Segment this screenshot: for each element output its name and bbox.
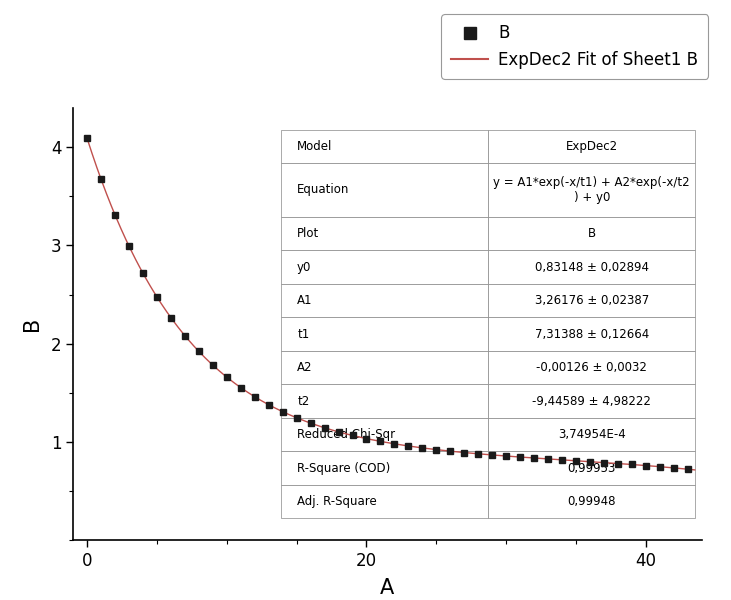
X-axis label: A: A: [380, 578, 395, 598]
Legend: B, ExpDec2 Fit of Sheet1 B: B, ExpDec2 Fit of Sheet1 B: [442, 14, 708, 79]
Y-axis label: B: B: [23, 317, 42, 331]
